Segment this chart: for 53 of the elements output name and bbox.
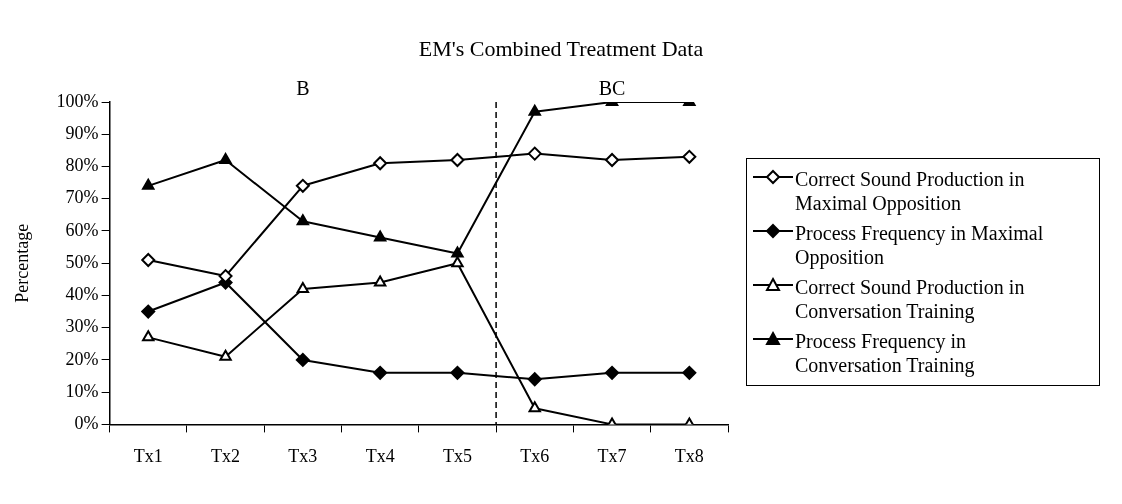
- x-tick-label: Tx3: [288, 445, 318, 466]
- point: [450, 365, 465, 380]
- y-tick-label: 20%: [65, 348, 99, 369]
- x-tick-label: Tx1: [133, 445, 163, 466]
- point: [450, 153, 465, 168]
- point: [296, 214, 310, 226]
- text: B: [296, 77, 310, 100]
- y-tick-label: 40%: [65, 284, 99, 305]
- y-axis-title: Percentage: [11, 223, 32, 303]
- point: [219, 153, 232, 165]
- point: [527, 146, 542, 161]
- point: [373, 365, 388, 380]
- legend-label: Process Frequency in Maximal Opposition: [795, 221, 1045, 269]
- point: [296, 281, 310, 293]
- legend-label: Process Frequency in Conversation Training: [795, 329, 976, 377]
- point: [528, 104, 541, 116]
- x-tick-label: Tx4: [365, 445, 395, 466]
- point: [295, 352, 310, 367]
- point: [373, 275, 387, 287]
- y-tick-label: 0%: [74, 413, 99, 434]
- y-tick-label: 70%: [65, 187, 99, 208]
- y-tick-label: 10%: [65, 380, 99, 401]
- point: [451, 256, 464, 268]
- point: [219, 349, 232, 361]
- y-tick-label: 30%: [65, 316, 99, 337]
- point: [373, 156, 388, 171]
- point: [682, 149, 697, 164]
- legend-label: Correct Sound Production in Conversation Training: [795, 275, 1026, 323]
- point: [141, 252, 156, 267]
- text: BC: [598, 77, 626, 100]
- point: [605, 153, 620, 168]
- chart-title: EM's Combined Treatment Data: [417, 35, 705, 63]
- point: [141, 304, 156, 319]
- legend-label: Correct Sound Production in Maximal Opposition: [795, 167, 1026, 215]
- point: [682, 365, 697, 380]
- y-tick-label: 100%: [56, 90, 99, 111]
- point: [527, 372, 542, 387]
- point: [142, 330, 155, 342]
- y-tick-label: 60%: [65, 219, 99, 240]
- x-tick-label: Tx6: [520, 445, 550, 466]
- x-tick-label: Tx8: [674, 445, 704, 466]
- x-tick-label: Tx5: [442, 445, 472, 466]
- point: [451, 246, 464, 258]
- point: [605, 365, 620, 380]
- x-tick-label: Tx2: [211, 445, 241, 466]
- y-tick-label: 80%: [65, 155, 99, 176]
- x-tick-label: Tx7: [597, 445, 627, 466]
- point: [373, 230, 387, 242]
- y-tick-label: 50%: [65, 251, 99, 272]
- point: [142, 178, 155, 190]
- point: [295, 178, 310, 193]
- point: [528, 401, 541, 413]
- y-tick-label: 90%: [65, 122, 99, 143]
